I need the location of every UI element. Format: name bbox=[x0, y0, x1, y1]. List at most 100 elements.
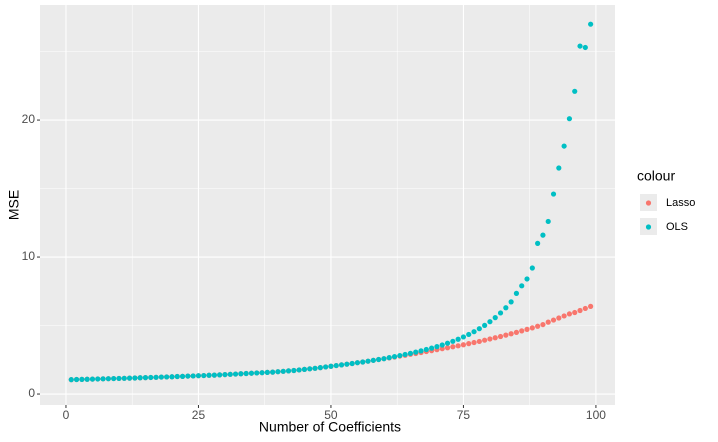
point bbox=[232, 371, 239, 377]
point bbox=[588, 303, 594, 309]
point bbox=[391, 354, 398, 360]
point bbox=[301, 366, 308, 372]
point bbox=[238, 371, 244, 377]
point bbox=[519, 283, 525, 289]
point bbox=[508, 299, 514, 305]
point bbox=[68, 377, 74, 383]
point bbox=[497, 333, 504, 340]
point bbox=[179, 373, 186, 379]
point bbox=[79, 376, 85, 382]
x-tick-label: 25 bbox=[192, 408, 206, 422]
point bbox=[89, 376, 96, 382]
point bbox=[222, 371, 228, 378]
point bbox=[561, 143, 567, 149]
point bbox=[529, 265, 535, 271]
point bbox=[317, 365, 323, 371]
point bbox=[174, 373, 180, 380]
point bbox=[529, 325, 535, 331]
point bbox=[116, 375, 122, 382]
y-tick-label: 20 bbox=[22, 112, 36, 126]
point bbox=[497, 310, 504, 316]
point bbox=[201, 372, 207, 379]
point bbox=[211, 372, 217, 378]
point bbox=[566, 311, 573, 317]
point bbox=[142, 375, 149, 381]
point bbox=[275, 369, 281, 375]
point bbox=[381, 356, 387, 362]
x-tick-label: 75 bbox=[457, 408, 471, 422]
point bbox=[556, 165, 562, 171]
point bbox=[582, 305, 588, 312]
point bbox=[185, 373, 191, 379]
point bbox=[471, 329, 477, 335]
point bbox=[439, 346, 445, 352]
point bbox=[513, 290, 520, 296]
point bbox=[296, 367, 302, 373]
x-tick-label: 0 bbox=[63, 408, 70, 422]
point bbox=[487, 319, 493, 325]
point bbox=[105, 376, 111, 382]
point bbox=[434, 344, 440, 350]
point bbox=[285, 368, 292, 374]
point bbox=[248, 370, 255, 376]
point bbox=[95, 376, 101, 382]
point bbox=[418, 348, 424, 354]
legend-label: Lasso bbox=[666, 197, 695, 209]
point bbox=[397, 352, 403, 359]
point bbox=[524, 326, 530, 332]
point bbox=[444, 345, 451, 351]
point bbox=[561, 313, 567, 319]
point bbox=[344, 361, 350, 367]
point bbox=[206, 372, 212, 378]
point bbox=[423, 346, 429, 353]
point bbox=[582, 44, 588, 51]
point bbox=[471, 339, 477, 346]
point bbox=[307, 366, 313, 372]
point bbox=[476, 338, 482, 345]
point bbox=[566, 116, 573, 122]
point bbox=[535, 240, 541, 246]
point bbox=[413, 349, 419, 355]
point bbox=[540, 232, 546, 238]
point bbox=[376, 356, 382, 363]
point bbox=[291, 367, 297, 374]
x-tick-label: 50 bbox=[324, 408, 338, 422]
point bbox=[577, 43, 583, 49]
point bbox=[407, 350, 414, 356]
point bbox=[259, 370, 265, 376]
point bbox=[280, 368, 286, 374]
point bbox=[492, 315, 498, 321]
point bbox=[482, 322, 488, 329]
x-axis-title: Number of Coefficients bbox=[259, 419, 401, 435]
point bbox=[535, 323, 541, 329]
point bbox=[354, 360, 361, 366]
legend-marker bbox=[645, 224, 652, 230]
point bbox=[508, 331, 514, 337]
point bbox=[545, 319, 551, 325]
point bbox=[386, 355, 392, 361]
point bbox=[556, 315, 562, 321]
point bbox=[460, 334, 467, 340]
point bbox=[217, 372, 223, 378]
point bbox=[455, 343, 461, 349]
point bbox=[513, 329, 520, 335]
point bbox=[466, 331, 472, 338]
point bbox=[254, 370, 260, 376]
point bbox=[169, 374, 175, 380]
point bbox=[466, 341, 472, 347]
point bbox=[572, 309, 578, 316]
point bbox=[402, 351, 408, 358]
point bbox=[450, 344, 456, 350]
point bbox=[482, 337, 488, 343]
point bbox=[190, 373, 196, 379]
point bbox=[323, 364, 329, 370]
point bbox=[429, 345, 435, 351]
point bbox=[524, 276, 530, 282]
y-tick-label: 0 bbox=[28, 386, 35, 400]
point bbox=[153, 374, 159, 380]
point bbox=[84, 376, 90, 382]
point bbox=[550, 191, 557, 197]
point bbox=[492, 335, 498, 341]
point bbox=[588, 21, 594, 27]
